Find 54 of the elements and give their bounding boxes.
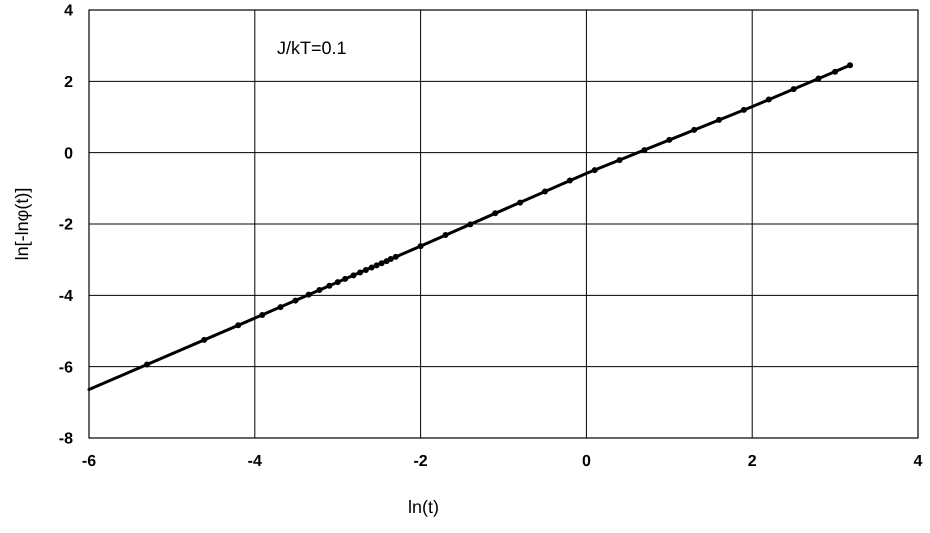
x-axis-title: ln(t) xyxy=(408,497,439,517)
point xyxy=(467,221,474,228)
point xyxy=(666,136,672,143)
point xyxy=(492,210,498,216)
point xyxy=(517,200,524,206)
point xyxy=(362,267,369,274)
point xyxy=(542,188,548,195)
point xyxy=(592,167,598,174)
point xyxy=(442,232,448,238)
point xyxy=(316,286,322,293)
point xyxy=(790,86,797,92)
point xyxy=(616,157,623,164)
y-axis-title: ln[-lnφ(t)] xyxy=(12,188,32,260)
annotation: J/kT=0.1 xyxy=(277,38,347,58)
point xyxy=(392,254,399,260)
point xyxy=(832,68,838,75)
point xyxy=(374,262,380,268)
point xyxy=(418,243,424,250)
point xyxy=(342,276,348,282)
point xyxy=(144,362,150,368)
x-tick-label: 4 xyxy=(914,453,923,470)
point xyxy=(259,312,266,318)
x-tick-label: -2 xyxy=(413,453,428,470)
y-tick-label: -4 xyxy=(58,288,74,305)
point xyxy=(716,116,722,123)
point xyxy=(691,126,698,133)
point xyxy=(326,282,332,289)
point xyxy=(766,96,772,103)
point xyxy=(566,177,573,184)
y-tick-label: 0 xyxy=(64,145,74,162)
x-tick-label: 2 xyxy=(748,453,757,470)
point xyxy=(235,322,242,328)
point xyxy=(306,292,312,298)
point xyxy=(847,62,854,68)
y-tick-label: -6 xyxy=(58,359,74,376)
y-tick-label: -2 xyxy=(58,216,74,234)
x-tick-label: 0 xyxy=(582,453,591,470)
point xyxy=(357,270,364,276)
x-tick-label: -6 xyxy=(82,453,96,470)
y-tick-label: 2 xyxy=(64,74,74,91)
y-tick-label: -8 xyxy=(58,430,74,448)
point xyxy=(201,336,208,343)
point xyxy=(388,256,394,262)
point xyxy=(334,279,341,286)
point xyxy=(278,304,284,310)
y-tick-label: 4 xyxy=(64,2,74,20)
point xyxy=(378,260,385,266)
point xyxy=(350,272,356,278)
point xyxy=(816,75,822,82)
point xyxy=(740,106,747,113)
point xyxy=(292,298,298,304)
point xyxy=(368,264,375,271)
point xyxy=(641,147,648,154)
x-tick-label: -4 xyxy=(248,453,262,470)
